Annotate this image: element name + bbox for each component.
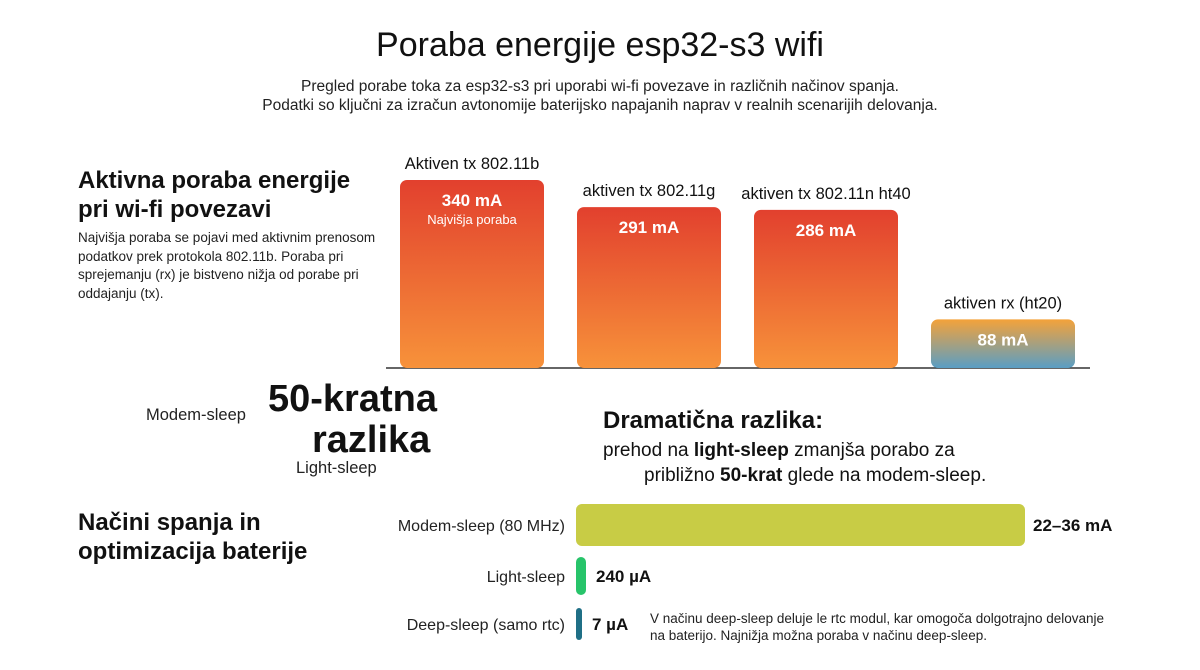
bar-value-label-4: 88 mA bbox=[977, 330, 1028, 349]
light-sleep-caption: Light-sleep bbox=[296, 459, 377, 477]
sleep-bar-2 bbox=[576, 557, 586, 595]
dramatic-difference-heading: Dramatična razlika: bbox=[603, 407, 824, 434]
subtitle-line-1: Pregled porabe toka za esp32-s3 pri upor… bbox=[301, 78, 899, 95]
sleep-bar-value-1: 22–36 mA bbox=[1033, 516, 1112, 535]
dramatic-line-1: prehod na light-sleep zmanjša porabo za bbox=[603, 440, 955, 462]
page-title: Poraba energije esp32-s3 wifi bbox=[376, 26, 824, 64]
active-section-heading: Aktivna poraba energije pri wi-fi poveza… bbox=[78, 166, 398, 224]
dramatic-line-1-pre: prehod na bbox=[603, 440, 694, 461]
sleep-bar-1 bbox=[576, 504, 1025, 546]
fifty-fold-heading: 50-kratna bbox=[268, 378, 437, 420]
dramatic-line-2-pre: približno bbox=[644, 465, 721, 486]
bar-1 bbox=[400, 180, 544, 368]
modem-sleep-caption: Modem-sleep bbox=[146, 406, 246, 424]
dramatic-line-1-post: zmanjša porabo za bbox=[788, 440, 955, 461]
bar-2 bbox=[577, 207, 721, 368]
bar-category-label-3: aktiven tx 802.11n ht40 bbox=[741, 185, 910, 203]
sleep-section-heading: Načini spanja in optimizacija baterije bbox=[78, 508, 378, 566]
bar-value-label-3: 286 mA bbox=[796, 221, 856, 240]
active-heading-line-1: Aktivna poraba energije bbox=[78, 167, 351, 194]
dramatic-line-2: približno 50-krat glede na modem-sleep. bbox=[644, 465, 986, 487]
bar-value-label-1: 340 mA bbox=[442, 191, 502, 210]
sleep-bar-label-3: Deep-sleep (samo rtc) bbox=[407, 617, 565, 634]
bar-value-label-2: 291 mA bbox=[619, 218, 679, 237]
sleep-heading-line-2: optimizacija baterije bbox=[78, 538, 308, 565]
sleep-bar-label-1: Modem-sleep (80 MHz) bbox=[398, 518, 565, 535]
dramatic-line-2-post: glede na modem-sleep. bbox=[782, 465, 987, 486]
bar-4 bbox=[931, 319, 1075, 368]
dramatic-line-1-bold: light-sleep bbox=[693, 440, 789, 461]
sleep-bar-label-2: Light-sleep bbox=[487, 569, 565, 586]
sleep-heading-line-1: Načini spanja in bbox=[78, 509, 261, 536]
sleep-bar-value-2: 240 µA bbox=[596, 567, 651, 586]
bar-category-label-2: aktiven tx 802.11g bbox=[583, 182, 716, 200]
subtitle-line-2: Podatki so ključni za izračun avtonomije… bbox=[262, 97, 938, 114]
active-heading-line-2: pri wi-fi povezavi bbox=[78, 196, 272, 223]
bar-category-label-4: aktiven rx (ht20) bbox=[944, 294, 1062, 312]
bar-annotation-1: Najvišja poraba bbox=[427, 212, 517, 227]
sleep-bar-3 bbox=[576, 608, 582, 640]
deep-sleep-note: V načinu deep-sleep deluje le rtc modul,… bbox=[650, 611, 1105, 643]
active-section-description: Najvišja poraba se pojavi med aktivnim p… bbox=[78, 230, 376, 301]
difference-heading: razlika bbox=[312, 419, 431, 461]
sleep-bar-value-3: 7 µA bbox=[592, 615, 628, 634]
bar-3 bbox=[754, 209, 898, 368]
dramatic-line-2-bold: 50-krat bbox=[720, 465, 783, 486]
bar-category-label-1: Aktiven tx 802.11b bbox=[405, 155, 540, 173]
